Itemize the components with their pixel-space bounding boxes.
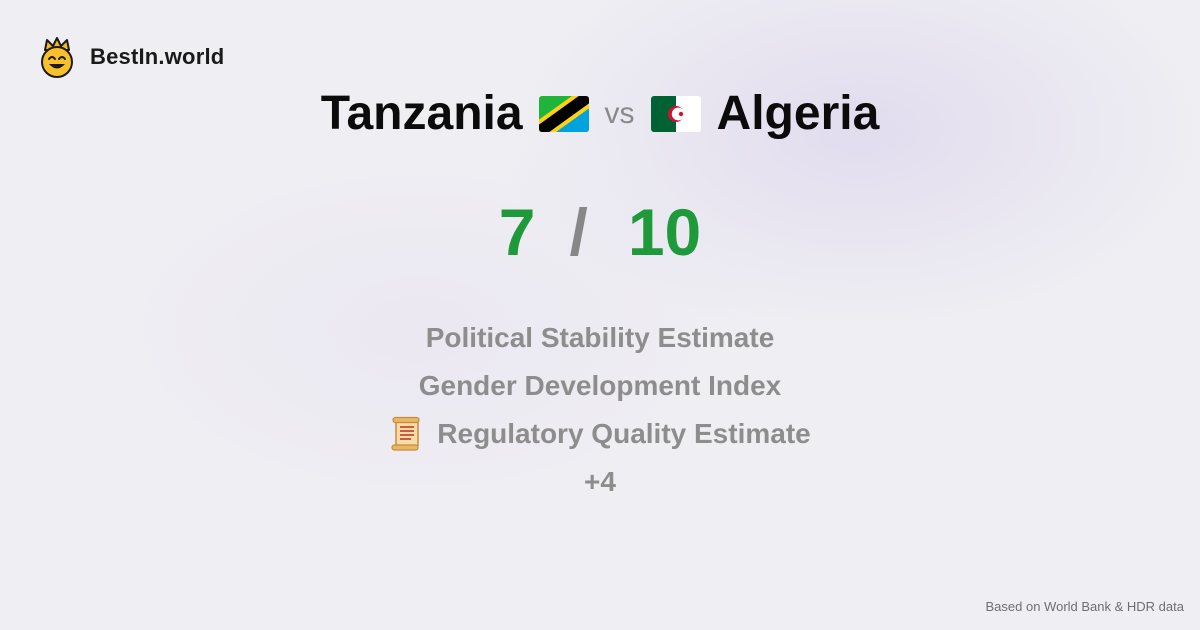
metric-item: Gender Development Index	[419, 362, 782, 410]
metric-label: Gender Development Index	[418, 370, 782, 401]
metrics-list: Political Stability Estimate Gender Deve…	[0, 314, 1200, 506]
data-source-note: Based on World Bank & HDR data	[985, 599, 1184, 614]
scroll-icon	[391, 416, 420, 451]
score: 7 / 10	[0, 194, 1200, 270]
right-score: 10	[627, 195, 702, 269]
smiling-crown-face-icon	[41, 37, 73, 78]
comparison-title: Tanzania vs Algeria	[0, 86, 1200, 141]
right-country-name: Algeria	[716, 87, 880, 140]
metric-label: Political Stability Estimate	[425, 322, 775, 353]
metric-label: +4	[584, 466, 616, 497]
left-score: 7	[498, 195, 536, 269]
algeria-flag-icon	[650, 95, 701, 132]
metric-item: Regulatory Quality Estimate	[389, 410, 811, 458]
left-country-name: Tanzania	[320, 87, 523, 140]
more-metrics-count: +4	[584, 458, 616, 506]
vs-label: vs	[604, 96, 635, 130]
brand-name: BestIn.world	[90, 44, 225, 69]
metric-item: Political Stability Estimate	[426, 314, 775, 362]
tanzania-flag-icon	[538, 95, 589, 132]
metric-label: Regulatory Quality Estimate	[437, 418, 811, 449]
score-separator: /	[569, 195, 588, 269]
brand[interactable]: BestIn.world	[38, 36, 224, 78]
